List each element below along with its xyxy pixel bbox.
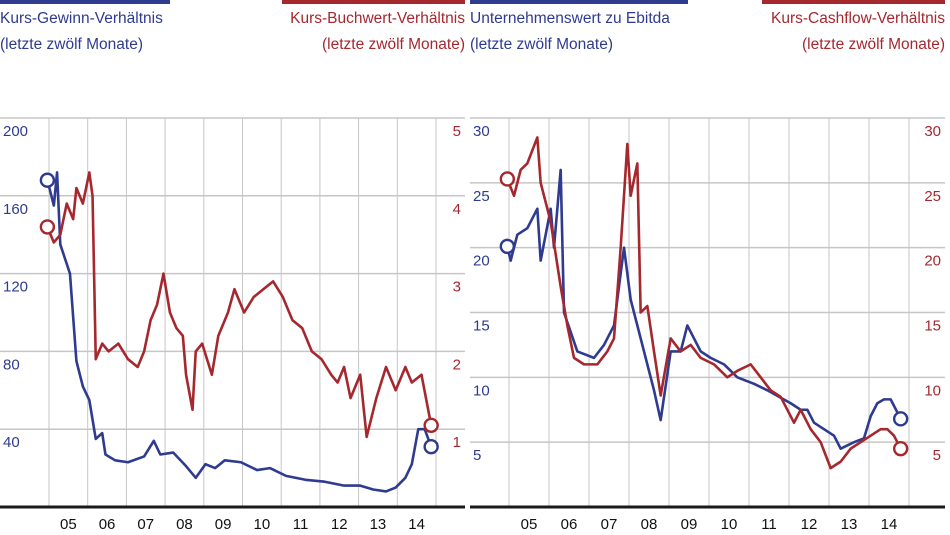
gridlines [0,117,945,509]
right-axis-tick-label: 5 [933,447,941,464]
legend-bar-kcv [762,0,945,4]
right-axis-tick-label: 4 [453,201,461,218]
right-axis-tick-label: 2 [453,356,461,373]
left-axis-tick-label: 10 [473,382,490,399]
legend-bar-kgv [0,0,170,4]
right-axis-tick-label: 15 [924,318,941,335]
left-axis-tick-label: 40 [3,434,20,451]
x-axis-tick-label: 05 [60,516,77,533]
series-line [506,168,902,450]
right-axis-tick-label: 1 [453,434,461,451]
end-marker [892,440,909,457]
end-marker [423,417,439,434]
x-axis-tick-label: 10 [721,516,738,533]
legend-ev-ebitda-title: Unternehmenswert zu Ebitda [470,10,670,27]
series-line [46,171,433,493]
x-axis-tick-label: 12 [801,516,818,533]
right-axis-tick-label: 10 [924,382,941,399]
start-marker [499,171,516,187]
x-axis-tick-label: 14 [881,516,898,533]
left-axis-tick-label: 80 [3,356,20,373]
legend-kbv-title: Kurs-Buchwert-Verhältnis [290,10,465,27]
x-axis-tick-label: 06 [561,516,578,533]
legend-kbv-subtitle: (letzte zwölf Monate) [322,36,465,53]
left-axis-tick-label: 30 [473,123,490,140]
x-axis-tick-label: 08 [176,516,193,533]
x-axis-tick-label: 11 [761,516,777,533]
left-axis-tick-label: 200 [3,123,28,140]
legend-kgv-title: Kurs-Gewinn-Verhältnis [0,10,163,27]
left-axis-tick-label: 25 [473,188,490,205]
left-axis-tick-label: 120 [3,279,28,296]
right-axis-tick-label: 30 [924,123,941,140]
right-axis-tick-label: 20 [924,253,941,270]
legend-kgv-subtitle: (letzte zwölf Monate) [0,36,143,53]
legend-bar-ev-ebitda [470,0,688,4]
series-lines [39,136,909,493]
x-axis-tick-label: 13 [370,516,387,533]
x-axis-tick-label: 07 [137,516,154,533]
right-axis-tick-label: 25 [924,188,941,205]
legend-kcv-subtitle: (letzte zwölf Monate) [802,36,945,53]
right-axis-tick-label: 3 [453,279,461,296]
x-axis-tick-label: 10 [254,516,271,533]
x-axis-tick-label: 12 [331,516,348,533]
legend-ev-ebitda-subtitle: (letzte zwölf Monate) [470,36,613,53]
left-axis-tick-label: 160 [3,201,28,218]
x-axis-tick-label: 13 [841,516,858,533]
right-axis-tick-label: 5 [453,123,461,140]
legend-bar-kbv [282,0,465,4]
series-line [506,136,902,470]
x-axis-tick-label: 07 [601,516,618,533]
x-axis-tick-label: 11 [293,516,309,533]
x-axis-tick-label: 08 [641,516,658,533]
end-marker [423,439,439,455]
left-axis-tick-label: 5 [473,447,481,464]
start-marker [39,172,56,188]
start-marker [499,238,516,255]
series-line [46,171,433,439]
x-axis-tick-label: 05 [521,516,538,533]
x-axis-tick-label: 09 [215,516,232,533]
x-axis-tick-label: 06 [99,516,116,533]
left-axis-tick-label: 20 [473,253,490,270]
x-axis-tick-label: 09 [681,516,698,533]
left-axis-tick-label: 15 [473,318,490,335]
end-marker [892,411,909,427]
start-marker [39,219,56,235]
x-axis-tick-label: 14 [408,516,425,533]
legend-kcv-title: Kurs-Cashflow-Verhältnis [771,10,945,27]
